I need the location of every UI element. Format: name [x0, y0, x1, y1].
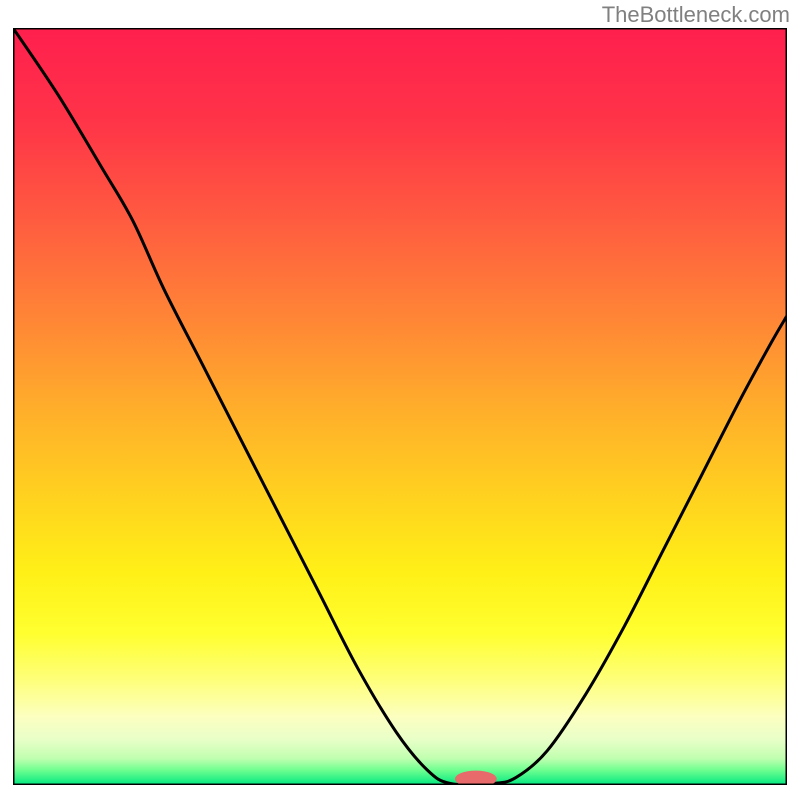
- watermark-text: TheBottleneck.com: [602, 2, 790, 28]
- bottleneck-chart-svg: [13, 28, 787, 785]
- chart-background: [13, 28, 787, 785]
- plot-area: [13, 28, 787, 785]
- chart-container: TheBottleneck.com: [0, 0, 800, 800]
